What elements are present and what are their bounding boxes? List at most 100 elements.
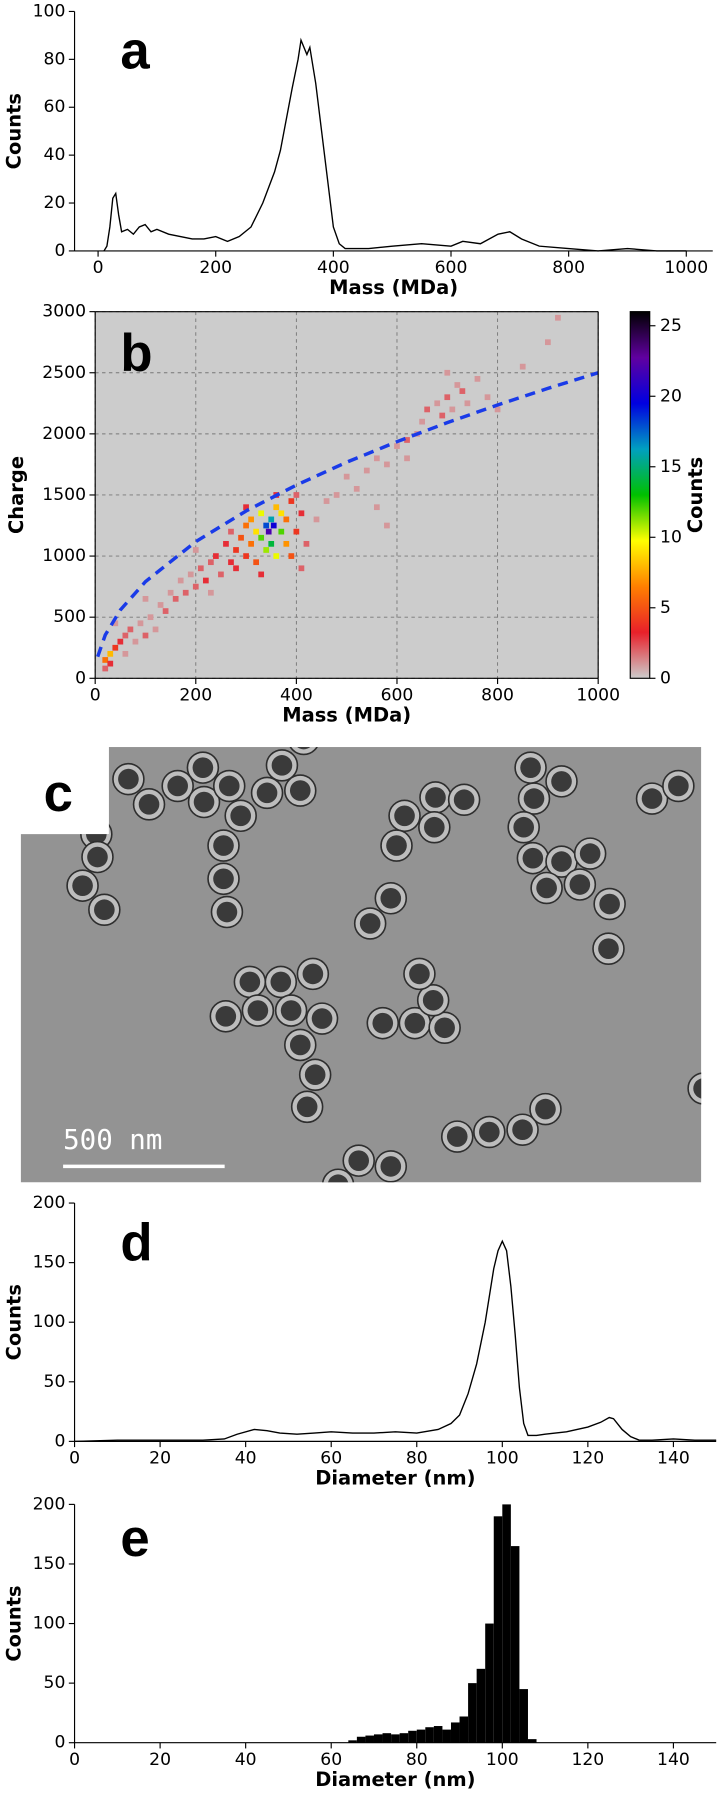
particle-core — [424, 816, 445, 838]
x-axis-label: Mass (MDa) — [329, 276, 458, 299]
heatmap-cell — [147, 614, 154, 621]
heatmap-cell — [112, 644, 119, 651]
particle-core — [216, 901, 238, 923]
y-tick-label: 20 — [44, 193, 66, 213]
heatmap-cell — [444, 369, 451, 376]
heatmap-cell — [228, 559, 234, 566]
heatmap-cell — [293, 528, 300, 535]
particle-core — [215, 1005, 237, 1027]
heatmap-cell — [288, 553, 295, 559]
x-axis-label: Diameter (nm) — [315, 1467, 475, 1490]
particle-core — [599, 893, 620, 915]
heatmap-cell — [177, 577, 184, 584]
colorbar-tick-label: 15 — [660, 457, 682, 477]
heatmap-cell — [404, 455, 410, 462]
heatmap-cell — [404, 437, 410, 443]
heatmap-cell — [142, 595, 149, 602]
x-tick-label: 60 — [320, 1750, 342, 1770]
heatmap-cell — [373, 455, 380, 462]
micrograph — [20, 747, 702, 1183]
y-tick-label: 200 — [33, 1193, 66, 1213]
x-axis-label: Diameter (nm) — [315, 1768, 475, 1791]
heatmap-cell — [167, 589, 174, 596]
particle-core — [293, 747, 315, 750]
histogram-bar — [425, 1727, 434, 1743]
heatmap-cell — [238, 534, 244, 541]
x-tick-label: 400 — [317, 258, 350, 278]
particle-core — [386, 835, 407, 856]
histogram-bar — [399, 1733, 409, 1743]
particle-core — [193, 791, 215, 813]
y-tick-label: 0 — [75, 668, 86, 688]
heatmap-cell — [323, 498, 330, 504]
x-tick-label: 100 — [486, 1750, 519, 1770]
particle-core — [87, 846, 108, 868]
x-tick-label: 200 — [179, 685, 212, 705]
histogram-bar — [416, 1729, 426, 1743]
histogram-bar — [468, 1683, 477, 1743]
heatmap-cell — [233, 565, 239, 572]
y-tick-label: 150 — [33, 1253, 66, 1273]
histogram-bar — [365, 1735, 374, 1743]
y-tick-label: 50 — [44, 1372, 66, 1392]
heatmap-cell — [208, 589, 214, 596]
histogram-bar — [450, 1722, 460, 1743]
heatmap-cell — [107, 650, 114, 657]
particle-core — [271, 755, 293, 776]
x-tick-label: 100 — [486, 1449, 519, 1469]
heatmap-cell — [278, 528, 285, 535]
particle-core — [434, 1017, 455, 1039]
x-tick-label: 20 — [149, 1449, 171, 1469]
heatmap-cell — [243, 522, 249, 529]
heatmap-cell — [117, 638, 124, 645]
particle-core — [404, 1012, 426, 1034]
heatmap-cell — [213, 553, 219, 559]
heatmap-cell — [454, 382, 461, 388]
histogram-bar — [373, 1734, 383, 1743]
heatmap-cell — [555, 314, 561, 321]
histogram-bar — [527, 1739, 537, 1743]
x-tick-label: 140 — [657, 1750, 690, 1770]
heatmap-cell — [243, 553, 249, 559]
heatmap-cell — [373, 504, 380, 511]
heatmap-cell — [157, 602, 164, 608]
heatmap-cell — [142, 632, 149, 639]
y-tick-label: 1000 — [42, 546, 86, 566]
heatmap-cell — [384, 522, 390, 529]
heatmap-cell — [268, 540, 275, 547]
histogram-bar — [476, 1668, 486, 1743]
y-tick-label: 200 — [33, 1494, 66, 1514]
heatmap-cell — [424, 406, 431, 413]
y-axis-label: Charge — [5, 456, 28, 534]
y-tick-label: 2000 — [42, 424, 86, 444]
x-tick-label: 800 — [481, 685, 514, 705]
particle-core — [394, 805, 415, 827]
heatmap-cell — [353, 485, 360, 492]
heatmap-cell — [283, 516, 290, 523]
heatmap-cell — [273, 504, 280, 511]
heatmap-cell — [248, 540, 254, 547]
particle-core — [280, 1000, 302, 1021]
particle-core — [536, 877, 557, 899]
y-tick-label: 150 — [33, 1554, 66, 1574]
fit-curve — [96, 371, 599, 658]
heatmap-cell — [270, 522, 277, 529]
y-tick-label: 80 — [44, 49, 66, 69]
heatmap-cell — [298, 510, 305, 517]
heatmap-cell — [263, 522, 270, 529]
heatmap-cell — [208, 559, 214, 566]
x-tick-label: 0 — [69, 1449, 80, 1469]
heatmap-cell — [258, 534, 265, 541]
particle-core — [289, 1034, 311, 1056]
particle-core — [641, 788, 663, 809]
histogram-bar — [382, 1733, 392, 1743]
heatmap-cell — [394, 443, 400, 449]
heatmap-cell — [439, 412, 446, 419]
x-tick-label: 80 — [406, 1449, 428, 1469]
x-tick-label: 600 — [381, 685, 414, 705]
x-tick-label: 80 — [406, 1750, 428, 1770]
heatmap-cell — [122, 632, 129, 639]
heatmap-cell — [258, 571, 265, 578]
y-tick-label: 100 — [33, 1, 66, 21]
